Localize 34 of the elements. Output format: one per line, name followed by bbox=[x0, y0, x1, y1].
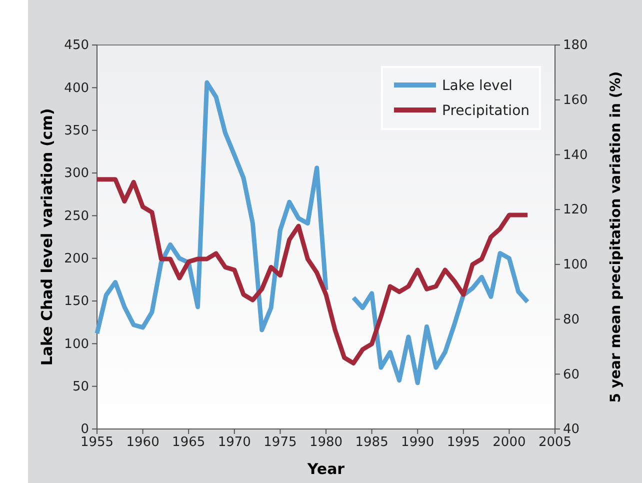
legend-label: Precipitation bbox=[442, 103, 530, 119]
x-tick-label: 1975 bbox=[264, 435, 297, 450]
y-tick-label: 300 bbox=[64, 166, 89, 182]
x-tick-label: 1995 bbox=[446, 435, 480, 450]
y-tick-label: 450 bbox=[64, 38, 89, 54]
y-tick-label: 100 bbox=[64, 336, 89, 352]
x-tick-label: 1965 bbox=[172, 435, 206, 450]
y2-tick-label: 160 bbox=[563, 93, 588, 108]
y-tick-label: 0 bbox=[80, 422, 89, 438]
x-tick-label: 1960 bbox=[126, 435, 160, 450]
x-tick-label: 1980 bbox=[309, 435, 343, 450]
x-tick-label: 2000 bbox=[492, 435, 526, 450]
y-tick-label: 200 bbox=[64, 251, 89, 266]
y2-axis-title: 5 year mean precipitation variation in (%) bbox=[608, 71, 624, 403]
y2-tick-label: 60 bbox=[563, 367, 580, 382]
y2-tick-label: 180 bbox=[563, 38, 588, 54]
y-tick-label: 400 bbox=[64, 80, 89, 96]
y2-tick-label: 80 bbox=[563, 312, 580, 328]
y-tick-label: 250 bbox=[64, 208, 89, 224]
y-axis-title: Lake Chad level variation (cm) bbox=[38, 108, 56, 366]
x-axis-title: Year bbox=[306, 460, 346, 478]
legend-label: Lake level bbox=[442, 78, 512, 94]
y-tick-label: 50 bbox=[72, 379, 89, 394]
x-tick-label: 1955 bbox=[80, 435, 114, 450]
y-tick-label: 150 bbox=[64, 294, 89, 310]
x-tick-label: 1970 bbox=[218, 435, 251, 450]
y2-tick-label: 40 bbox=[563, 422, 580, 438]
y2-tick-label: 100 bbox=[563, 258, 588, 273]
x-tick-label: 2005 bbox=[538, 435, 572, 450]
y2-tick-label: 120 bbox=[563, 202, 588, 218]
x-tick-label: 1985 bbox=[355, 435, 388, 450]
y-tick-label: 350 bbox=[64, 123, 89, 138]
x-tick-label: 1990 bbox=[401, 435, 434, 450]
y2-tick-label: 140 bbox=[563, 148, 588, 163]
